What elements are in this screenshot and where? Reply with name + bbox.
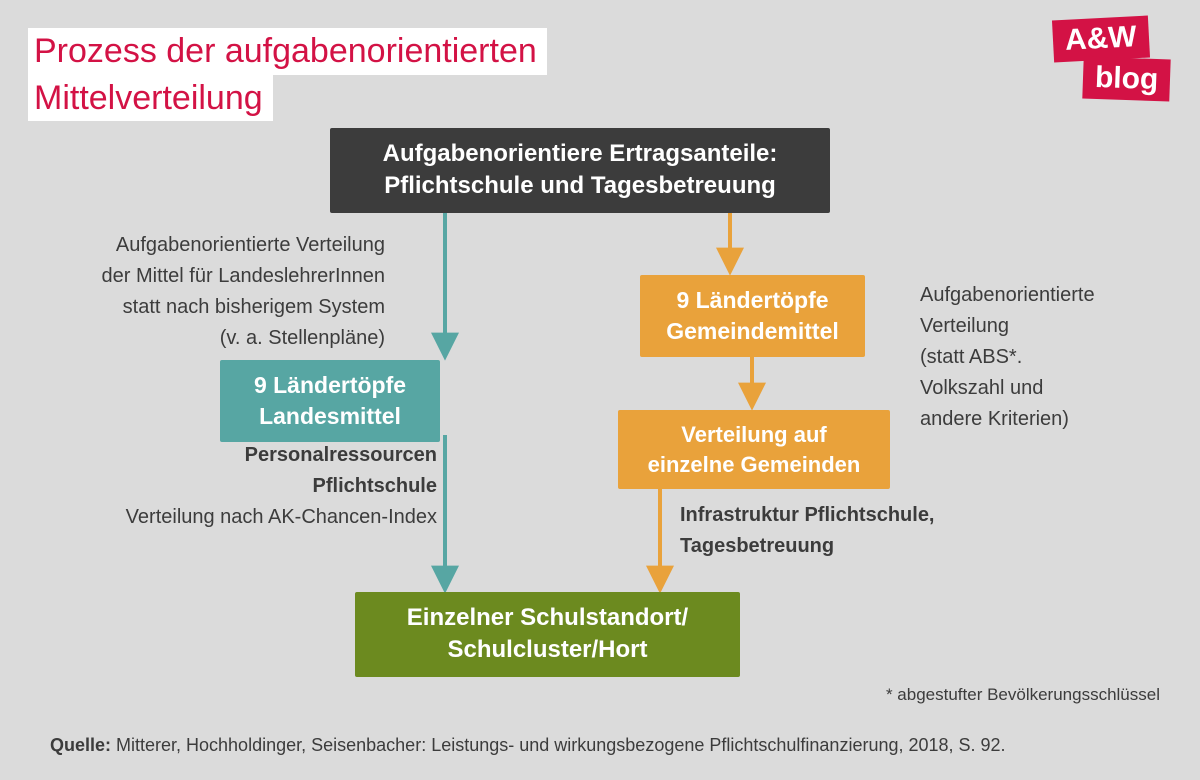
ann-left-l1: Aufgabenorientierte Verteilung — [116, 234, 385, 256]
source-text: Mitterer, Hochholdinger, Seisenbacher: L… — [111, 735, 1006, 755]
ann-right-l4: Volkszahl und — [920, 377, 1043, 399]
ann-right-l5: andere Kriterien) — [920, 408, 1069, 430]
annotation-left: Aufgabenorientierte Verteilung der Mitte… — [35, 230, 385, 354]
node-left-mid-line1: 9 Ländertöpfe — [254, 372, 406, 398]
node-top-line2: Pflichtschule und Tagesbetreuung — [384, 172, 776, 199]
ann-right-l3: (statt ABS*. — [920, 346, 1022, 368]
ann-lb-b1: Personalressourcen — [245, 444, 437, 466]
ann-rb-b2: Tagesbetreuung — [680, 535, 834, 557]
annotation-left-below: Personalressourcen Pflichtschule Verteil… — [92, 440, 437, 533]
annotation-right: Aufgabenorientierte Verteilung (statt AB… — [920, 280, 1180, 435]
source-line: Quelle: Mitterer, Hochholdinger, Seisenb… — [50, 735, 1006, 756]
node-bottom-line2: Schulcluster/Hort — [447, 636, 647, 663]
node-right-top: 9 Ländertöpfe Gemeindemittel — [640, 275, 865, 357]
title-line-2: Mittelverteilung — [28, 75, 273, 122]
logo-top: A&W — [1052, 16, 1150, 63]
ann-left-l3: statt nach bisherigem System — [123, 296, 385, 318]
title-line-1: Prozess der aufgabenorientierten — [28, 28, 547, 75]
footnote: * abgestufter Bevölkerungsschlüssel — [886, 685, 1160, 705]
ann-lb-b2: Pflichtschule — [313, 475, 437, 497]
ann-left-l2: der Mittel für LandeslehrerInnen — [102, 265, 386, 287]
node-right-top-line1: 9 Ländertöpfe — [676, 287, 828, 313]
node-left-mid-line2: Landesmittel — [259, 403, 401, 429]
ann-right-l1: Aufgabenorientierte — [920, 284, 1095, 306]
ann-lb-l3: Verteilung nach AK-Chancen-Index — [126, 506, 437, 528]
ann-rb-b1: Infrastruktur Pflichtschule, — [680, 504, 935, 526]
ann-left-l4: (v. a. Stellenpläne) — [220, 327, 385, 349]
node-right-mid-line2: einzelne Gemeinden — [648, 452, 861, 477]
annotation-right-below: Infrastruktur Pflichtschule, Tagesbetreu… — [680, 500, 1080, 562]
node-bottom-line1: Einzelner Schulstandort/ — [407, 604, 688, 631]
node-right-mid-line1: Verteilung auf — [681, 422, 826, 447]
node-top-line1: Aufgabenorientiere Ertragsanteile: — [383, 140, 778, 167]
diagram-canvas: Prozess der aufgabenorientierten Mittelv… — [0, 0, 1200, 780]
ann-right-l2: Verteilung — [920, 315, 1009, 337]
source-label: Quelle: — [50, 735, 111, 755]
node-left-mid: 9 Ländertöpfe Landesmittel — [220, 360, 440, 442]
node-right-top-line2: Gemeindemittel — [666, 318, 839, 344]
node-top: Aufgabenorientiere Ertragsanteile: Pflic… — [330, 128, 830, 213]
node-right-mid: Verteilung auf einzelne Gemeinden — [618, 410, 890, 489]
aw-blog-logo: A&W blog — [1053, 18, 1170, 100]
page-title: Prozess der aufgabenorientierten Mittelv… — [28, 28, 547, 121]
logo-bottom: blog — [1082, 56, 1171, 101]
node-bottom: Einzelner Schulstandort/ Schulcluster/Ho… — [355, 592, 740, 677]
